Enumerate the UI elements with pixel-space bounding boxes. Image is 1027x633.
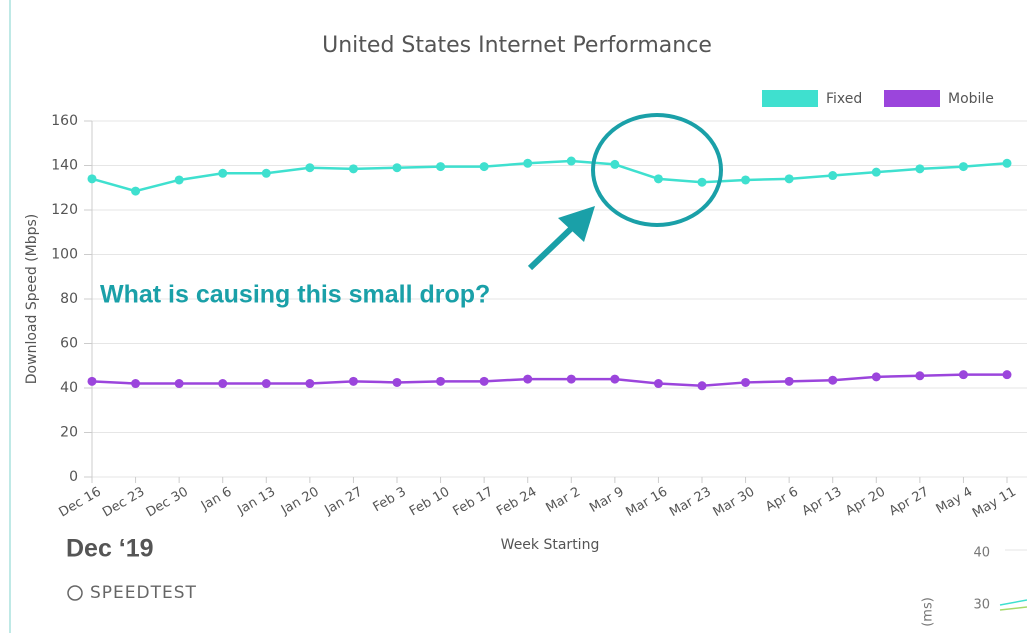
x-tick-label: Dec 23 bbox=[100, 485, 147, 521]
point bbox=[87, 174, 97, 184]
x-tick-label: Jan 20 bbox=[278, 485, 322, 519]
point bbox=[784, 174, 794, 184]
logo-icon bbox=[67, 585, 83, 601]
date-note: Dec ‘19 bbox=[66, 535, 154, 563]
logo-text: SPEEDTEST bbox=[90, 583, 197, 603]
fragment-tick: 30 bbox=[973, 598, 990, 613]
point bbox=[828, 171, 838, 181]
x-tick-label: May 11 bbox=[970, 485, 1019, 522]
x-tick-label: Mar 9 bbox=[587, 485, 626, 516]
point bbox=[261, 379, 271, 389]
point bbox=[828, 375, 838, 385]
point bbox=[174, 175, 184, 185]
x-tick-label: Mar 16 bbox=[624, 485, 671, 521]
point bbox=[697, 177, 707, 187]
point bbox=[610, 374, 620, 384]
x-tick-label: Mar 23 bbox=[667, 485, 714, 521]
y-tick-label: 20 bbox=[60, 425, 78, 441]
x-tick-label: Feb 24 bbox=[494, 485, 539, 520]
point bbox=[523, 158, 533, 168]
point bbox=[566, 374, 576, 384]
x-tick-label: Dec 16 bbox=[57, 485, 104, 521]
point bbox=[871, 167, 881, 177]
arrow-head bbox=[558, 206, 595, 242]
y-tick-label: 60 bbox=[60, 336, 78, 352]
y-tick-label: 120 bbox=[51, 202, 78, 218]
point bbox=[479, 376, 489, 386]
y-tick-label: 100 bbox=[51, 247, 78, 263]
point bbox=[653, 379, 663, 389]
x-tick-label: Jan 13 bbox=[234, 485, 278, 519]
point bbox=[741, 175, 751, 185]
y-tick-label: 80 bbox=[60, 291, 78, 307]
point bbox=[523, 374, 533, 384]
fragment-line bbox=[999, 599, 1027, 606]
y-tick-label: 140 bbox=[51, 158, 78, 174]
highlight-ellipse bbox=[591, 113, 723, 227]
point bbox=[131, 379, 141, 389]
plot bbox=[87, 156, 1012, 391]
point bbox=[87, 376, 97, 386]
legend-label: Fixed bbox=[826, 91, 862, 107]
x-tick-label: Dec 30 bbox=[144, 485, 191, 521]
point bbox=[261, 168, 271, 178]
fragment-line bbox=[999, 606, 1027, 611]
x-tick-label: Feb 3 bbox=[371, 485, 409, 516]
point bbox=[436, 376, 446, 386]
point bbox=[741, 377, 751, 387]
series-line bbox=[91, 373, 1007, 388]
series-line bbox=[91, 159, 1008, 193]
point bbox=[305, 163, 315, 173]
point bbox=[653, 174, 663, 184]
point bbox=[436, 162, 446, 172]
point bbox=[305, 379, 315, 389]
x-tick-label: Mar 2 bbox=[544, 485, 583, 516]
x-tick-label: Apr 27 bbox=[887, 485, 932, 520]
point bbox=[784, 376, 794, 386]
point bbox=[392, 377, 402, 387]
point bbox=[871, 372, 881, 382]
x-tick-label: Jan 27 bbox=[322, 485, 366, 519]
point bbox=[218, 168, 228, 178]
x-axis-title: Week Starting bbox=[501, 537, 600, 553]
point bbox=[218, 379, 228, 389]
point bbox=[1002, 158, 1012, 168]
point bbox=[348, 376, 358, 386]
x-tick-label: Feb 17 bbox=[451, 485, 496, 520]
point bbox=[610, 159, 620, 169]
x-tick-label: Jan 6 bbox=[198, 485, 234, 515]
x-tick-label: Feb 10 bbox=[407, 485, 452, 520]
point bbox=[131, 186, 141, 196]
fragment-tick: 40 bbox=[973, 546, 990, 561]
point bbox=[958, 162, 968, 172]
legend-swatch bbox=[762, 90, 818, 107]
annotation: What is causing this small drop? bbox=[100, 281, 490, 309]
point bbox=[697, 381, 707, 391]
x-tick-label: Apr 20 bbox=[843, 485, 888, 520]
legend-label: Mobile bbox=[948, 91, 994, 107]
point bbox=[392, 163, 402, 173]
point bbox=[479, 162, 489, 172]
arrow-shaft bbox=[527, 219, 581, 271]
point bbox=[174, 379, 184, 389]
y-tick-label: 40 bbox=[60, 380, 78, 396]
x-tick-label: Apr 6 bbox=[763, 485, 801, 515]
y-tick-label: 0 bbox=[69, 469, 78, 485]
legend-swatch bbox=[884, 90, 940, 107]
fragment-axis-label: (ms) bbox=[921, 597, 936, 627]
y-axis-title: Download Speed (Mbps) bbox=[24, 214, 40, 384]
chart-title: United States Internet Performance bbox=[322, 33, 712, 58]
point bbox=[915, 371, 925, 381]
point bbox=[958, 370, 968, 380]
point bbox=[348, 164, 358, 174]
x-tick-label: Mar 30 bbox=[711, 485, 758, 521]
point bbox=[915, 164, 925, 174]
point bbox=[1002, 370, 1012, 380]
y-tick-label: 160 bbox=[51, 113, 78, 129]
x-tick-label: May 4 bbox=[934, 485, 976, 518]
point bbox=[566, 156, 576, 166]
x-tick-label: Apr 13 bbox=[800, 485, 845, 520]
